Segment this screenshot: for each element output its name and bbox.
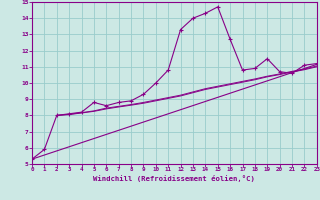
X-axis label: Windchill (Refroidissement éolien,°C): Windchill (Refroidissement éolien,°C) xyxy=(93,175,255,182)
